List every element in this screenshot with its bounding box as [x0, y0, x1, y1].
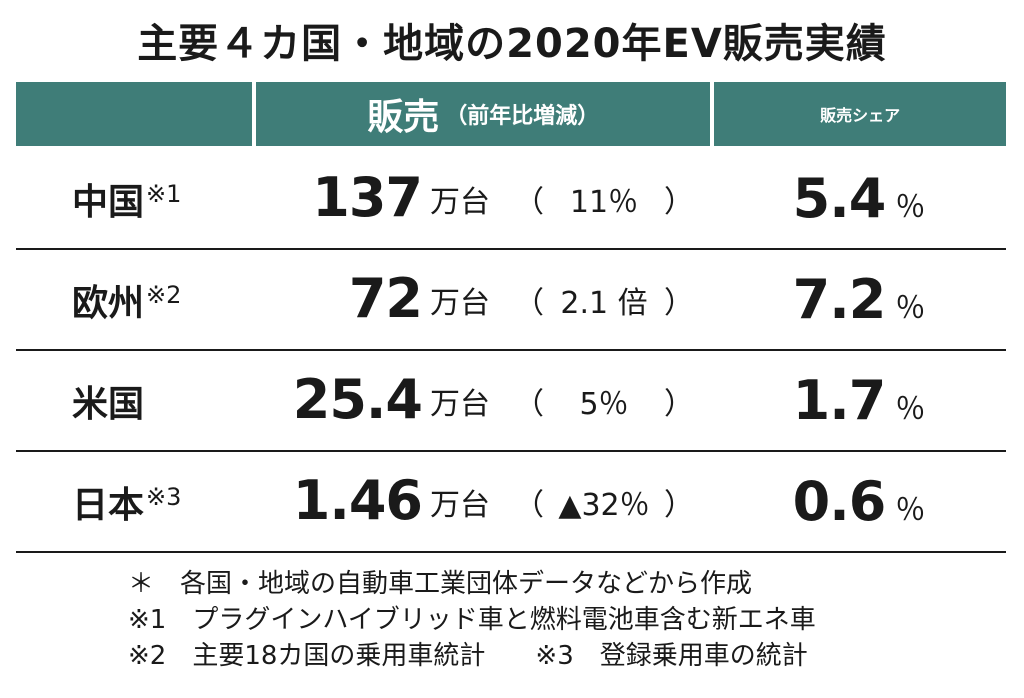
footnote-1: ※1 プラグインハイブリッド車と燃料電池車含む新エネ車: [128, 605, 816, 635]
paren-open: （: [514, 487, 544, 523]
paren-close: ）: [664, 386, 694, 422]
header-sales: 販売 （前年比増減）: [252, 82, 710, 146]
region-note: ※3: [146, 482, 182, 511]
share-cell: 7.2 ％: [712, 268, 1006, 331]
region-cell: 日本※3: [16, 476, 254, 528]
header-share: 販売シェア: [710, 82, 1006, 146]
change-text: 2.1 倍: [560, 285, 648, 321]
share-unit: ％: [895, 493, 926, 528]
header-sales-sub: （前年比増減）: [445, 104, 600, 129]
sales-unit: 万台: [430, 487, 490, 523]
region-note: ※2: [146, 280, 182, 309]
paren-open: （: [514, 184, 544, 220]
region-cell: 欧州※2: [16, 274, 254, 326]
share-value: 5.4: [792, 167, 887, 230]
region-label: 欧州: [72, 282, 145, 324]
change-value: （ 2.1 倍 ）: [514, 278, 694, 322]
sales-cell: 1.46 万台（▲32％）: [254, 472, 712, 532]
region-label: 米国: [72, 383, 145, 425]
share-value: 0.6: [792, 470, 887, 533]
sales-value: 72: [348, 266, 423, 330]
sales-cell: 25.4 万台（5％）: [254, 371, 712, 431]
paren-close: ）: [664, 184, 694, 220]
sales-cell: 137 万台（11％）: [254, 169, 712, 229]
sales-value: 25.4: [292, 367, 423, 431]
share-cell: 1.7 ％: [712, 369, 1006, 432]
change-text: ▲32％: [558, 487, 650, 523]
sales-unit: 万台: [430, 184, 490, 220]
footnote-3: ※3 登録乗用車の統計: [535, 641, 808, 671]
table-row: 中国※1 137 万台 （ 11％ ） 5.4 ％: [16, 149, 1006, 250]
header-empty-cell: [16, 82, 252, 146]
footnotes: ＊ 各国・地域の自動車工業団体データなどから作成 ※1 プラグインハイブリッド車…: [128, 566, 816, 674]
sales-unit: 万台: [430, 386, 490, 422]
sales-cell: 72 万台（2.1 倍）: [254, 270, 712, 330]
share-unit: ％: [895, 392, 926, 427]
table-row: 欧州※2 72 万台 （ 2.1 倍 ） 7.2 ％: [16, 250, 1006, 351]
share-value: 7.2: [792, 268, 887, 331]
share-cell: 5.4 ％: [712, 167, 1006, 230]
change-text: 11％: [569, 184, 639, 220]
share-cell: 0.6 ％: [712, 470, 1006, 533]
footnote-2-3: ※2 主要18カ国の乗用車統計 ※3 登録乗用車の統計: [128, 638, 816, 674]
ev-sales-table: 販売 （前年比増減） 販売シェア 中国※1 137 万台（11％） 5.4 ％欧州※2 7…: [16, 82, 1006, 553]
table-row: 日本※3 1.46 万台 （ ▲32％ ） 0.6 ％: [16, 452, 1006, 553]
paren-close: ）: [664, 285, 694, 321]
change-value: （ 11％ ）: [514, 177, 694, 221]
chart-title: 主要４カ国・地域の2020年EV販売実績: [137, 21, 887, 67]
paren-open: （: [514, 285, 544, 321]
paren-open: （: [514, 386, 544, 422]
share-unit: ％: [895, 190, 926, 225]
change-value: （ ▲32％ ）: [514, 480, 694, 524]
change-text: 5％: [579, 386, 629, 422]
footnote-2: ※2 主要18カ国の乗用車統計: [128, 641, 486, 671]
change-value: （ 5％ ）: [514, 379, 694, 423]
footnote-source: ＊ 各国・地域の自動車工業団体データなどから作成: [128, 569, 753, 599]
sales-value: 1.46: [292, 468, 423, 532]
sales-unit: 万台: [430, 285, 490, 321]
sales-value: 137: [312, 165, 423, 229]
region-note: ※1: [146, 179, 182, 208]
table-header: 販売 （前年比増減） 販売シェア: [16, 82, 1006, 149]
region-cell: 米国: [16, 375, 254, 427]
table-body: 中国※1 137 万台（11％） 5.4 ％欧州※2 72 万台（2.1 倍） 7.2 ％米国 2…: [16, 149, 1006, 553]
region-label: 中国: [72, 181, 145, 223]
paren-close: ）: [664, 487, 694, 523]
share-unit: ％: [895, 291, 926, 326]
region-cell: 中国※1: [16, 173, 254, 225]
table-row: 米国 25.4 万台 （ 5％ ） 1.7 ％: [16, 351, 1006, 452]
region-label: 日本: [72, 484, 145, 526]
header-sales-label: 販売: [367, 97, 440, 138]
share-value: 1.7: [792, 369, 887, 432]
